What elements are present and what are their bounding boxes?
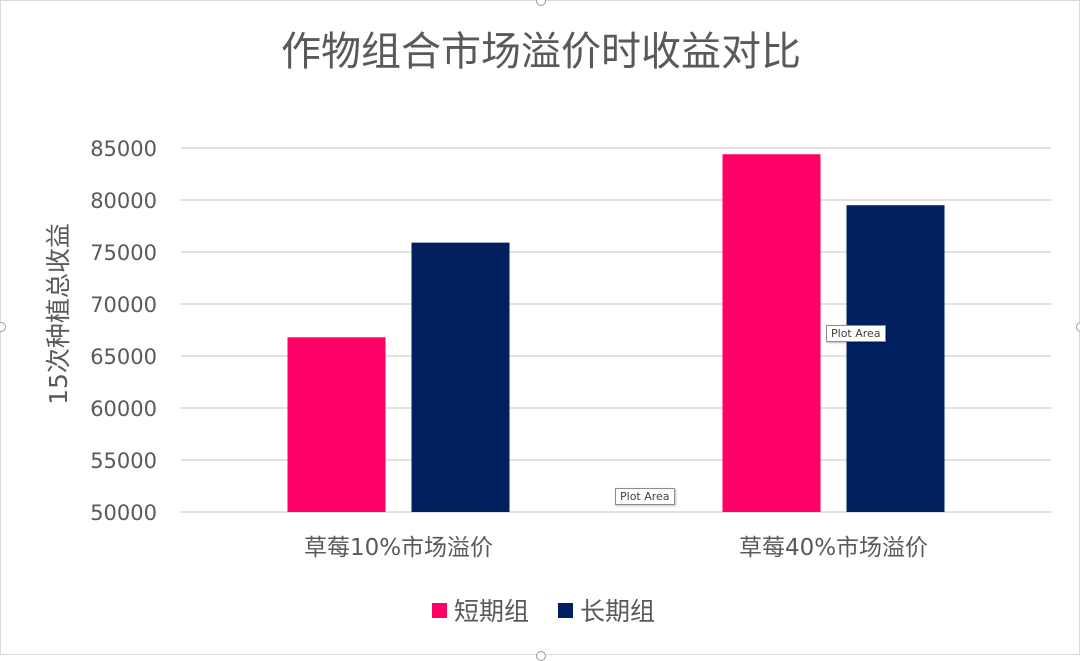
- legend-label[interactable]: 长期组: [580, 597, 655, 626]
- plot-area-tooltip: Plot Area: [615, 488, 675, 505]
- x-axis-ticks: 草莓10%市场溢价 草莓40%市场溢价: [304, 535, 928, 561]
- bar[interactable]: [722, 154, 821, 513]
- y-tick-label: 50000: [90, 501, 157, 525]
- chart-title: 作物组合市场溢价时收益对比: [281, 29, 801, 75]
- y-tick-label: 60000: [90, 397, 157, 421]
- resize-handle-left[interactable]: [0, 322, 6, 332]
- plot-area-tooltip: Plot Area: [826, 325, 886, 342]
- bar[interactable]: [846, 205, 945, 512]
- legend-swatch: [558, 603, 573, 618]
- y-tick-label: 75000: [90, 241, 157, 265]
- legend-swatch: [432, 603, 447, 618]
- x-tick-label: 草莓40%市场溢价: [739, 535, 928, 561]
- resize-handle-top[interactable]: [536, 0, 546, 6]
- y-tick-label: 80000: [90, 189, 157, 213]
- legend[interactable]: 短期组 长期组: [432, 597, 655, 626]
- y-tick-label: 70000: [90, 293, 157, 317]
- plot-area[interactable]: [287, 154, 945, 513]
- y-axis-title: 15次种植总收益: [44, 223, 73, 405]
- y-axis-ticks: 50000 55000 60000 65000 70000 75000 80000 85000: [90, 137, 157, 525]
- resize-handle-right[interactable]: [1076, 322, 1080, 332]
- y-tick-label: 85000: [90, 137, 157, 161]
- bar[interactable]: [287, 337, 386, 512]
- y-tick-label: 55000: [90, 449, 157, 473]
- legend-label[interactable]: 短期组: [454, 597, 529, 626]
- bar[interactable]: [411, 242, 510, 512]
- resize-handle-bottom[interactable]: [536, 651, 546, 661]
- x-tick-label: 草莓10%市场溢价: [304, 535, 493, 561]
- y-tick-label: 65000: [90, 345, 157, 369]
